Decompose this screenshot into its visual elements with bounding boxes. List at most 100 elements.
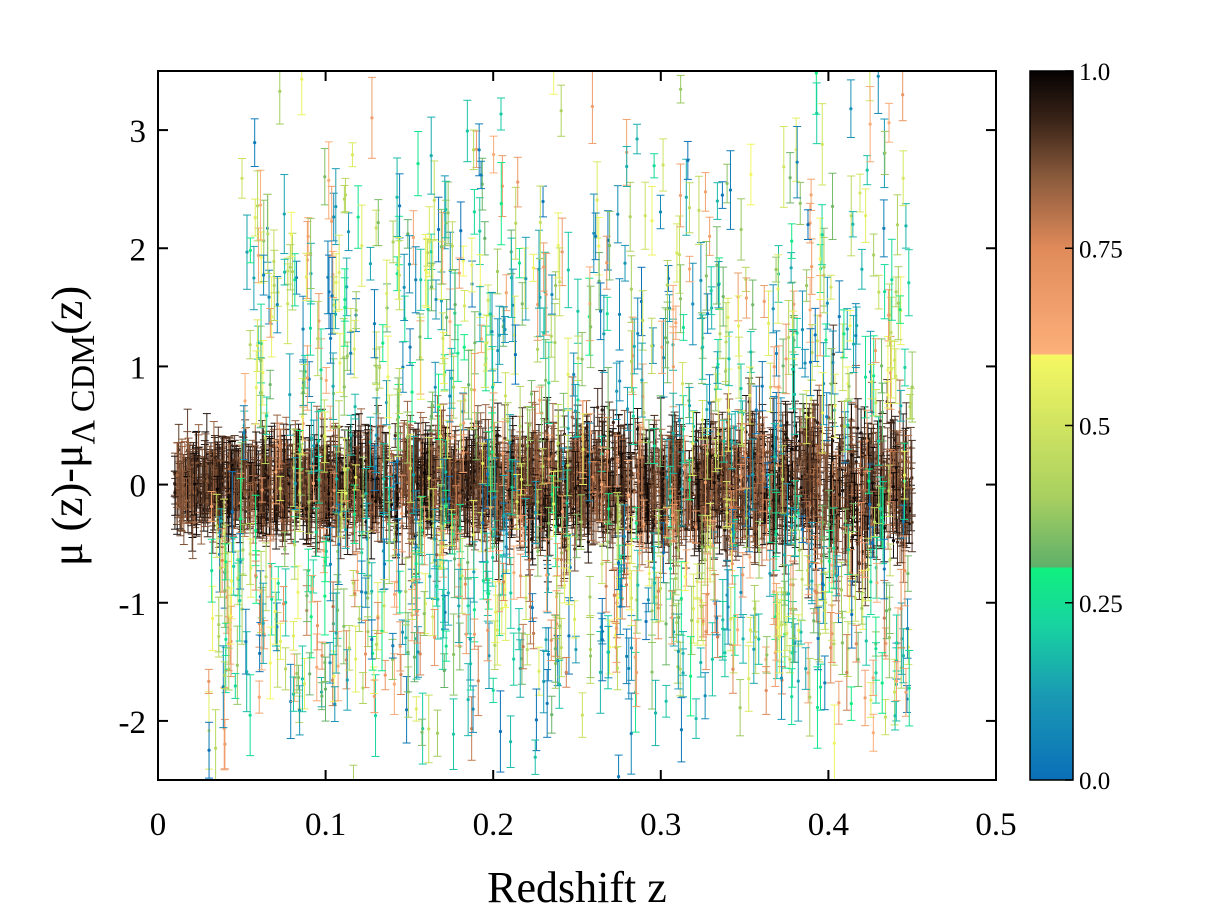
data-point [718, 181, 727, 209]
data-point [481, 325, 490, 392]
data-point [340, 184, 349, 214]
data-point [354, 185, 363, 249]
data-point [204, 668, 213, 694]
data-point [571, 635, 580, 664]
data-point [498, 155, 507, 218]
data-point [460, 334, 469, 361]
data-point [321, 656, 330, 722]
data-point [370, 679, 379, 714]
data-point [713, 182, 722, 220]
data-point [300, 657, 309, 710]
data-point [906, 387, 915, 420]
data-point [499, 306, 508, 347]
data-point [814, 606, 823, 671]
data-point [697, 572, 706, 642]
data-point [242, 214, 251, 290]
data-point [851, 303, 860, 369]
data-point [578, 692, 587, 738]
data-point [469, 541, 478, 603]
data-point [595, 252, 604, 311]
data-point [238, 157, 247, 199]
y-tick-label: 2 [130, 232, 147, 268]
data-point [854, 631, 863, 687]
data-point [654, 576, 663, 640]
data-point [534, 646, 543, 696]
colorbar-tick-label: 0.75 [1079, 236, 1123, 263]
data-point [333, 574, 342, 647]
data-point [266, 626, 275, 700]
data-point [710, 547, 719, 601]
data-point [807, 178, 816, 212]
colorbar-tick-label: 0.25 [1079, 591, 1123, 618]
data-point [694, 16, 702, 68]
data-point [718, 579, 727, 661]
data-point [723, 163, 732, 204]
data-point [427, 401, 436, 432]
data-point [275, 71, 284, 125]
data-point [266, 535, 275, 598]
data-point [585, 277, 594, 356]
data-point [866, 86, 875, 163]
data-point [534, 229, 543, 309]
data-point [656, 194, 665, 230]
data-point [348, 142, 357, 168]
data-point [331, 168, 340, 246]
data-point [739, 614, 748, 664]
data-point [408, 362, 417, 423]
data-point [302, 569, 311, 623]
data-point [703, 293, 712, 334]
colorbar-tick-label: 0.0 [1079, 768, 1110, 795]
data-point [416, 316, 425, 400]
data-point [683, 140, 692, 180]
data-point [439, 559, 448, 639]
data-point [622, 628, 631, 685]
data-point [637, 342, 646, 418]
data-point [317, 328, 326, 412]
data-point [549, 71, 558, 95]
data-point [363, 575, 372, 621]
colorbar-tick-label: 0.5 [1079, 414, 1110, 441]
data-point [220, 686, 229, 771]
data-point [787, 668, 796, 726]
data-point [321, 540, 330, 583]
data-point [367, 619, 376, 660]
x-tick-label: 0.2 [473, 807, 514, 843]
data-point [266, 369, 275, 400]
data-point [627, 692, 636, 775]
data-point [374, 199, 383, 247]
data-point [281, 647, 290, 691]
data-point [477, 324, 486, 354]
data-point [371, 348, 380, 384]
data-point [852, 624, 861, 663]
data-point [412, 696, 421, 722]
data-point [806, 328, 815, 397]
data-point [497, 97, 506, 131]
data-point [495, 305, 504, 365]
y-tick-label: 3 [130, 114, 147, 150]
y-axis-title-main: μ (z)-μ [43, 444, 92, 566]
data-point [846, 79, 855, 139]
data-point [329, 192, 338, 242]
data-point [287, 211, 296, 257]
data-point [220, 661, 229, 690]
data-point [736, 679, 745, 737]
data-point [867, 363, 876, 400]
data-point [570, 600, 579, 639]
data-point [449, 698, 458, 770]
data-point [892, 661, 901, 702]
data-point [267, 562, 276, 636]
data-point [349, 569, 358, 597]
data-point [416, 248, 425, 311]
data-point [297, 71, 306, 116]
data-point [823, 276, 832, 330]
data-point [394, 236, 403, 300]
data-point [547, 695, 556, 734]
data-point [792, 117, 801, 182]
data-point [469, 685, 478, 733]
data-point [741, 266, 750, 292]
data-point [246, 237, 255, 264]
data-point [493, 318, 502, 383]
data-point [904, 629, 913, 666]
data-point [329, 276, 338, 334]
data-point [742, 277, 751, 319]
